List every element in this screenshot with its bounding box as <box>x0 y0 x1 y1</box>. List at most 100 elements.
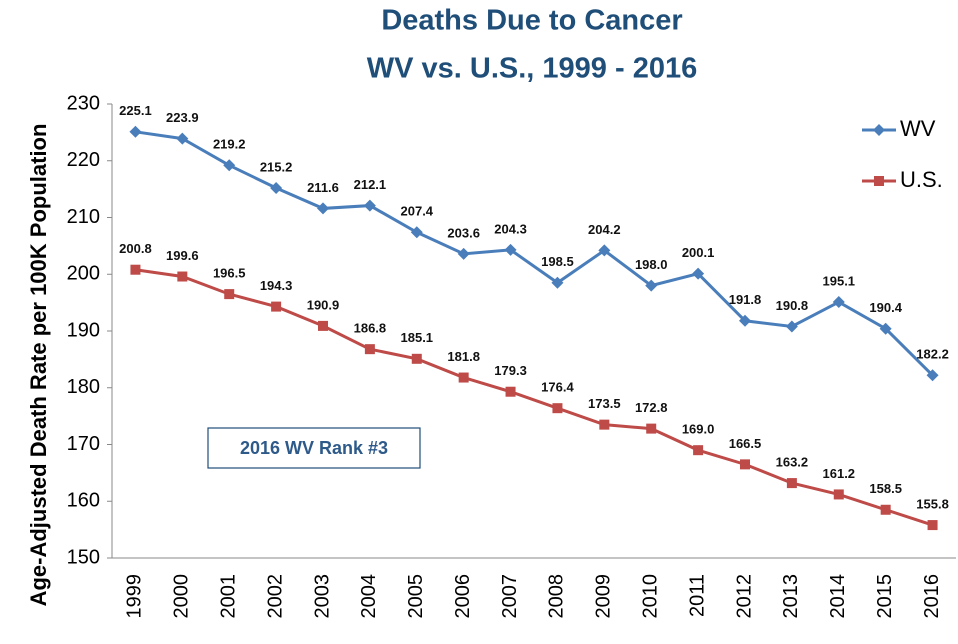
y-tick-label: 200 <box>67 263 100 285</box>
data-label: 203.6 <box>447 225 480 240</box>
y-tick-label: 160 <box>67 490 100 512</box>
data-label: 199.6 <box>166 248 199 263</box>
x-tick-label: 2004 <box>358 574 380 619</box>
series-line <box>135 268 934 527</box>
data-label: 172.8 <box>635 400 668 415</box>
x-tick-label: 2000 <box>171 574 193 619</box>
y-tick-label: 220 <box>67 149 100 171</box>
marker <box>318 320 328 331</box>
annotation: 2016 WV Rank #3 <box>240 438 388 458</box>
data-label: 186.8 <box>354 321 387 336</box>
marker <box>833 489 844 500</box>
data-label: 166.5 <box>729 436 762 451</box>
y-tick-label: 230 <box>67 92 100 114</box>
data-label: 190.8 <box>776 298 809 313</box>
y-tick-label: 170 <box>67 433 100 455</box>
marker <box>223 159 236 172</box>
data-label: 185.1 <box>401 330 434 345</box>
data-label: 169.0 <box>682 422 715 437</box>
x-tick-label: 1999 <box>124 574 146 619</box>
marker <box>926 369 939 382</box>
data-label: 200.8 <box>119 241 152 256</box>
x-tick-label: 2001 <box>218 574 240 619</box>
marker <box>551 276 564 289</box>
marker <box>692 267 705 280</box>
marker <box>879 322 892 335</box>
marker <box>880 504 891 515</box>
data-label: 198.0 <box>635 257 668 272</box>
chart-title: Deaths Due to Cancer <box>381 5 682 37</box>
legend-label: WV <box>900 116 936 141</box>
marker <box>364 344 375 355</box>
marker <box>129 125 142 138</box>
data-label: 195.1 <box>823 273 856 288</box>
x-tick-label: 2010 <box>640 574 662 619</box>
data-label: 190.9 <box>307 297 340 312</box>
marker <box>599 419 610 430</box>
marker <box>457 247 470 260</box>
marker <box>363 199 376 212</box>
x-tick-label: 2015 <box>874 574 896 619</box>
marker <box>505 386 516 397</box>
data-label: 161.2 <box>823 466 856 481</box>
data-label: 219.2 <box>213 137 246 152</box>
marker <box>410 226 423 239</box>
y-tick-label: 190 <box>67 319 100 341</box>
x-tick-label: 2003 <box>311 574 333 619</box>
y-tick-label: 210 <box>67 206 100 228</box>
marker <box>504 243 517 256</box>
marker <box>317 202 329 215</box>
data-label: 196.5 <box>213 266 246 281</box>
data-label: 211.6 <box>307 180 339 195</box>
data-label: 223.9 <box>166 110 199 125</box>
x-tick-label: 2008 <box>546 574 568 619</box>
marker <box>598 244 611 257</box>
marker <box>785 320 798 333</box>
legend-label: U.S. <box>900 167 943 192</box>
marker <box>224 289 235 300</box>
data-label: 181.8 <box>447 349 480 364</box>
x-tick-label: 2012 <box>733 574 755 619</box>
data-label: 204.3 <box>494 221 527 236</box>
data-label: 200.1 <box>682 245 715 260</box>
data-label: 176.4 <box>541 380 574 395</box>
x-tick-label: 2009 <box>593 574 615 619</box>
y-tick-label: 150 <box>67 546 100 568</box>
marker <box>645 279 658 292</box>
marker <box>552 403 563 414</box>
x-tick-label: 2011 <box>686 574 708 617</box>
marker <box>130 264 141 275</box>
annotation-box <box>207 427 421 469</box>
data-label: 155.8 <box>916 497 949 512</box>
marker <box>873 124 885 136</box>
marker <box>874 176 884 186</box>
data-label: 207.4 <box>401 204 434 219</box>
data-label: 163.2 <box>776 455 809 470</box>
marker <box>176 132 189 145</box>
x-tick-label: 2013 <box>780 574 802 619</box>
marker <box>177 271 188 282</box>
data-label: 212.1 <box>354 177 387 192</box>
x-tick-label: 2002 <box>264 574 286 619</box>
data-label: 173.5 <box>588 396 621 411</box>
x-tick-label: 2005 <box>405 574 427 619</box>
data-label: 191.8 <box>729 292 762 307</box>
series-line <box>135 130 934 377</box>
marker <box>786 478 797 489</box>
x-tick-label: 2014 <box>827 574 849 619</box>
data-label: 182.2 <box>916 347 949 362</box>
data-label: 215.2 <box>260 159 293 174</box>
marker <box>411 353 422 364</box>
marker <box>832 296 845 309</box>
x-tick-label: 2006 <box>452 574 474 619</box>
data-label: 190.4 <box>869 300 902 315</box>
data-label: 225.1 <box>119 103 152 118</box>
chart-subtitle: WV vs. U.S., 1999 - 2016 <box>367 53 697 85</box>
x-tick-label: 2007 <box>499 574 521 619</box>
marker <box>646 423 657 434</box>
marker <box>740 459 750 470</box>
marker <box>693 445 704 456</box>
y-tick-label: 180 <box>67 376 100 398</box>
marker <box>270 181 283 194</box>
